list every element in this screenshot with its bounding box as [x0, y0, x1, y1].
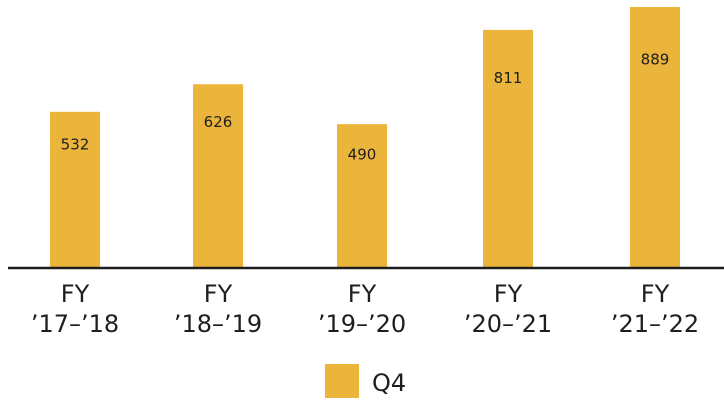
legend-label: Q4 — [372, 369, 406, 397]
x-tick-label-4: FY ’21–’22 — [611, 280, 699, 338]
data-label-1: 626 — [204, 113, 233, 131]
data-label-4: 889 — [641, 51, 670, 69]
x-tick-label-0: FY ’17–’18 — [31, 280, 119, 338]
x-tick-label-3: FY ’20–’21 — [464, 280, 552, 338]
x-tick-label-2: FY ’19–’20 — [318, 280, 406, 338]
bar-4 — [630, 7, 680, 268]
data-label-3: 811 — [494, 69, 523, 87]
bar-1 — [193, 84, 243, 269]
legend-swatch — [325, 364, 359, 398]
bar-0 — [50, 111, 100, 268]
bar-2 — [337, 124, 387, 269]
data-label-0: 532 — [61, 135, 90, 153]
bar-3 — [483, 29, 533, 268]
x-tick-label-1: FY ’18–’19 — [174, 280, 262, 338]
data-label-2: 490 — [348, 145, 377, 163]
